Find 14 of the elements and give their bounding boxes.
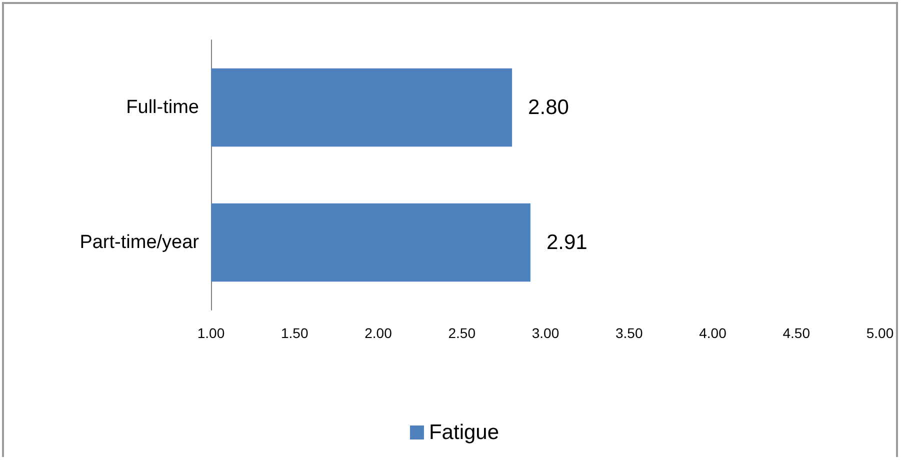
x-tick-label: 4.50 [782,325,810,341]
x-tick-label: 3.00 [532,325,560,341]
x-tick-label: 4.00 [699,325,727,341]
x-tick-label: 1.00 [197,325,225,341]
y-tick-label: Part-time/year [80,232,200,253]
x-tick-label: 5.00 [866,325,894,341]
x-tick-label: 1.50 [281,325,308,341]
x-tick-label: 3.50 [616,325,643,341]
x-tick-label: 2.00 [364,325,392,341]
data-label: 2.91 [546,231,588,254]
y-tick-label: Full-time [126,97,199,118]
legend-label: Fatigue [428,421,500,444]
data-label: 2.80 [528,96,569,119]
x-tick-label: 2.50 [448,325,476,341]
